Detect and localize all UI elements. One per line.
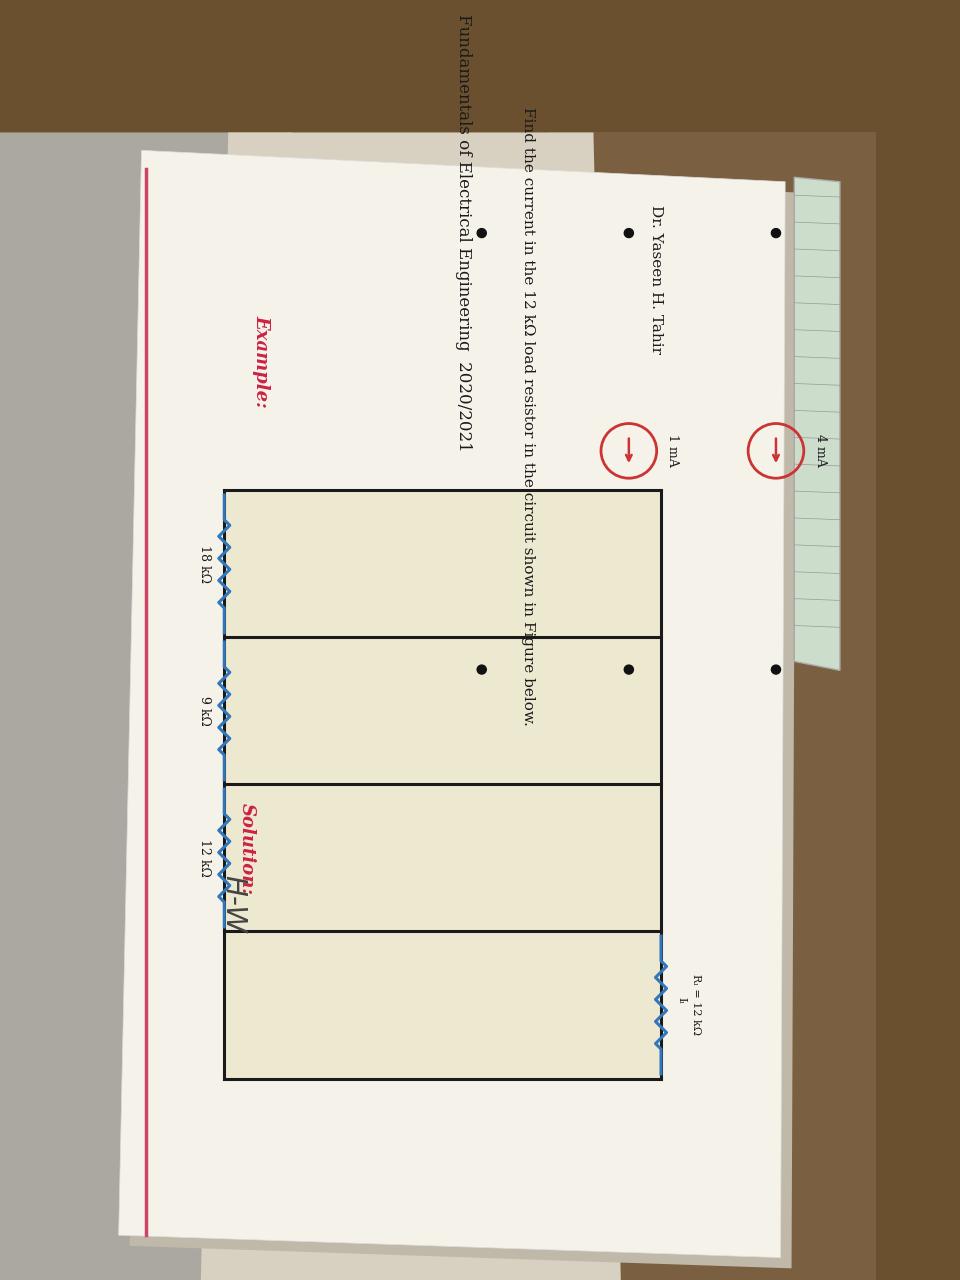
Circle shape (772, 229, 780, 238)
Text: Iₗ: Iₗ (676, 997, 686, 1004)
Circle shape (477, 229, 487, 238)
Text: H-W: H-W (220, 876, 248, 933)
Text: Fundamentals of Electrical Engineering  2020/2021: Fundamentals of Electrical Engineering 2… (455, 14, 471, 452)
Polygon shape (119, 150, 785, 1257)
Text: 9 kΩ: 9 kΩ (198, 696, 210, 726)
Circle shape (772, 666, 780, 675)
Text: Find the current in the 12 kΩ load resistor in the circuit shown in Figure below: Find the current in the 12 kΩ load resis… (520, 108, 535, 726)
Circle shape (919, 666, 927, 675)
Text: Example:: Example: (252, 315, 270, 408)
Circle shape (477, 666, 487, 675)
Polygon shape (225, 490, 661, 1079)
Circle shape (919, 229, 927, 238)
Polygon shape (0, 132, 292, 1280)
Polygon shape (794, 177, 840, 671)
Polygon shape (548, 132, 876, 1280)
Text: Solution:: Solution: (238, 803, 256, 895)
Polygon shape (201, 132, 621, 1280)
Text: 12 kΩ: 12 kΩ (198, 838, 210, 877)
Text: Dr. Yaseen H. Tahir: Dr. Yaseen H. Tahir (649, 205, 663, 353)
Circle shape (624, 666, 634, 675)
Text: 4 mA: 4 mA (813, 434, 827, 467)
Text: 1 mA: 1 mA (666, 434, 680, 467)
Text: Rₗ = 12 kΩ: Rₗ = 12 kΩ (691, 974, 701, 1036)
Circle shape (624, 229, 634, 238)
Text: 18 kΩ: 18 kΩ (198, 545, 210, 582)
Polygon shape (130, 161, 796, 1268)
